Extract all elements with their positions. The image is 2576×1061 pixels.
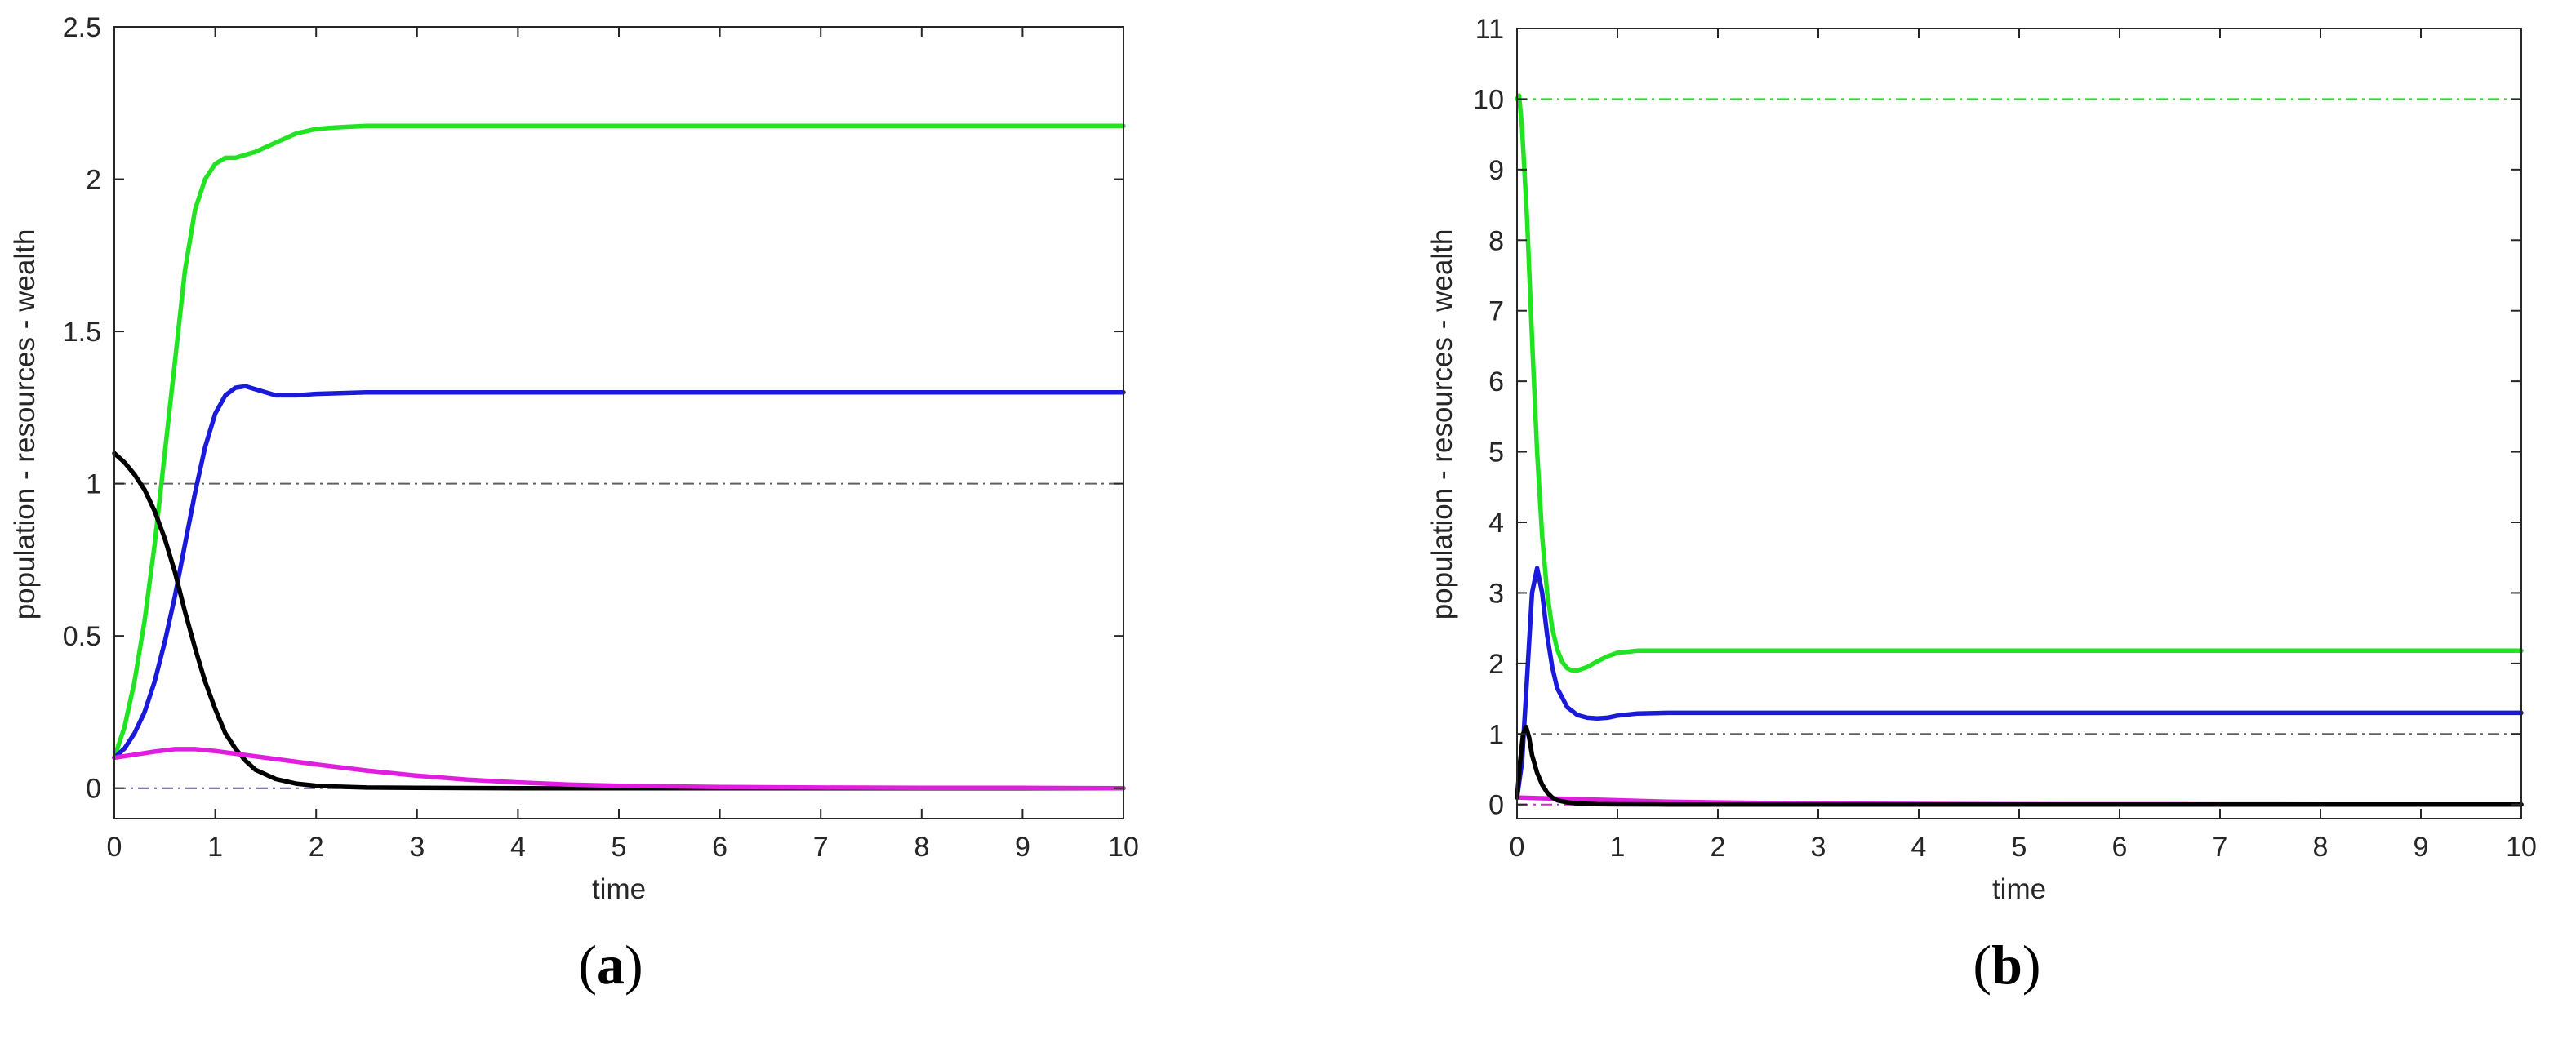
y-tick-label: 3 <box>1488 578 1504 609</box>
y-tick-label: 5 <box>1488 437 1504 468</box>
caption-open-paren: ( <box>1973 934 1991 996</box>
x-tick-label: 4 <box>1911 832 1927 863</box>
y-tick-label: 2 <box>1488 649 1504 680</box>
x-tick-label: 10 <box>2506 832 2537 863</box>
x-tick-label: 7 <box>813 832 829 863</box>
x-tick-label: 9 <box>1015 832 1030 863</box>
x-tick-label: 3 <box>409 832 425 863</box>
y-tick-label: 4 <box>1488 508 1504 539</box>
green-series <box>1515 93 2524 673</box>
y-tick-label: 1 <box>86 469 101 500</box>
x-axis-label: time <box>1992 873 2046 905</box>
y-tick-label: 11 <box>1475 14 1504 45</box>
x-tick-label: 2 <box>309 832 324 863</box>
y-axis-label: population - resources - wealth <box>9 229 41 620</box>
black-series <box>1515 724 2524 807</box>
chart-panel-a: 0 1 2 3 4 5 6 7 8 9 10 0 0.5 1 1.5 2 2.5 time population -… <box>9 12 1139 996</box>
x-axis-label: time <box>592 873 646 905</box>
x-tick-label: 1 <box>207 832 223 863</box>
y-tick-label: 7 <box>1488 296 1504 327</box>
y-tick-label: 10 <box>1473 84 1504 115</box>
chart-panel-b: 0 1 2 3 4 5 6 7 8 9 10 0 1 2 3 4 5 6 7 8 9 10 11 time population… <box>1426 14 2537 996</box>
y-tick-label: 8 <box>1488 225 1504 256</box>
y-tick-label: 0.5 <box>63 621 101 652</box>
y-tick-label: 0 <box>1488 790 1504 821</box>
caption-letter: b <box>1991 934 2022 996</box>
caption-close-paren: ) <box>2022 934 2041 996</box>
x-tick-label: 5 <box>2012 832 2027 863</box>
magenta-series <box>112 747 1126 791</box>
x-tick-label: 8 <box>914 832 929 863</box>
x-tick-label: 6 <box>2112 832 2128 863</box>
plot-area <box>114 27 1123 819</box>
panel-caption: (a) <box>578 934 643 996</box>
y-tick-label: 6 <box>1488 366 1504 397</box>
x-tick-label: 3 <box>1811 832 1826 863</box>
blue-series <box>112 384 1126 761</box>
x-tick-label: 9 <box>2414 832 2429 863</box>
x-tick-label: 1 <box>1610 832 1626 863</box>
y-tick-label: 2 <box>86 165 101 196</box>
x-tick-label: 4 <box>510 832 526 863</box>
x-tick-label: 2 <box>1711 832 1726 863</box>
plot-area <box>1517 29 2521 819</box>
caption-letter: a <box>597 934 625 996</box>
y-tick-label: 0 <box>86 774 101 805</box>
panel-caption: (b) <box>1973 934 2040 996</box>
y-tick-label: 1.5 <box>63 317 101 348</box>
caption-close-paren: ) <box>625 934 643 996</box>
caption-open-paren: ( <box>578 934 597 996</box>
x-tick-label: 0 <box>1510 832 1525 863</box>
blue-series <box>1515 566 2524 800</box>
x-tick-label: 7 <box>2213 832 2228 863</box>
y-tick-label: 2.5 <box>63 12 101 43</box>
x-tick-label: 5 <box>612 832 627 863</box>
x-tick-label: 10 <box>1108 832 1139 863</box>
x-tick-label: 8 <box>2313 832 2329 863</box>
x-tick-label: 0 <box>107 832 122 863</box>
y-tick-label: 1 <box>1488 719 1504 750</box>
y-tick-label: 9 <box>1488 155 1504 186</box>
x-tick-label: 6 <box>712 832 727 863</box>
y-axis-label: population - resources - wealth <box>1426 229 1458 620</box>
